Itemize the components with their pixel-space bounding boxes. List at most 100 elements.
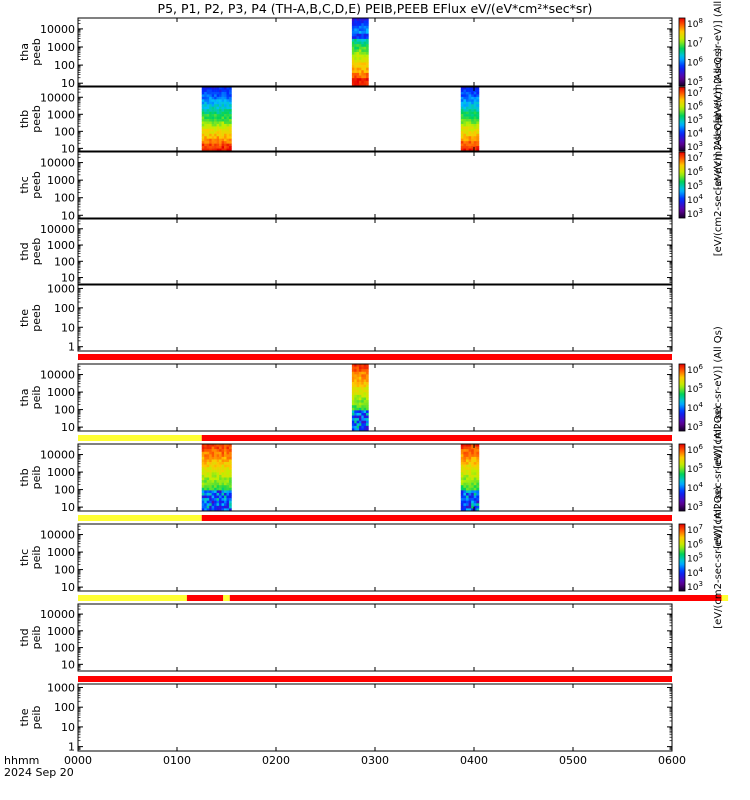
spectrogram-cell: [221, 116, 225, 120]
spectrogram-cell: [221, 480, 225, 483]
spectrogram-cell: [228, 133, 232, 137]
spectrogram-cell: [356, 366, 360, 370]
spectrogram-cell: [224, 487, 227, 491]
spectrogram-cell: [228, 467, 232, 471]
spectrogram-cell: [476, 498, 480, 501]
spectrogram-cell: [211, 116, 215, 120]
spectrogram-cell: [224, 94, 227, 98]
spectrogram-cell: [460, 487, 464, 491]
spectrogram-cell: [358, 33, 362, 37]
spectrogram-cell: [463, 459, 467, 463]
spectrogram-cell: [361, 23, 364, 27]
spectrogram-cell: [363, 70, 367, 74]
spectrogram-cell: [206, 451, 210, 455]
spectrogram-cell: [468, 451, 472, 455]
spectrogram-cell: [468, 109, 472, 112]
spectrogram-cell: [471, 480, 475, 483]
spectrogram-cell: [361, 412, 364, 416]
spectrogram-cell: [216, 106, 220, 110]
spectrogram-cell: [351, 423, 355, 427]
spectrogram-cell: [463, 141, 467, 144]
spectrogram-cell: [206, 503, 210, 507]
spectrogram-cell: [460, 128, 464, 132]
spectrogram-cell: [463, 121, 467, 125]
spectrogram-cell: [209, 104, 212, 107]
spectrogram-cell: [211, 109, 215, 112]
spectrogram-cell: [226, 508, 230, 512]
spectrogram-cell: [460, 141, 464, 144]
spectrogram-cell: [471, 126, 475, 130]
spectrogram-cell: [471, 136, 475, 139]
spectrogram-cell: [228, 495, 232, 499]
spectrogram-cell: [221, 492, 225, 496]
spectrogram-cell: [473, 106, 477, 110]
spectrogram-cell: [351, 78, 355, 82]
y-tick-label: 1000: [47, 239, 75, 252]
spectrogram-cell: [468, 143, 472, 147]
spectrogram-cell: [463, 109, 467, 112]
spectrogram-cell: [226, 91, 230, 95]
spectrogram-cell: [354, 410, 357, 414]
spectrogram-cell: [216, 492, 220, 496]
spectrogram-cell: [224, 109, 227, 112]
spectrogram-cell: [204, 444, 207, 447]
spectrogram-cell: [358, 41, 362, 45]
spectrogram-cell: [473, 99, 477, 103]
spectrogram-cell: [473, 116, 477, 120]
spectrogram-cell: [226, 485, 230, 489]
spectrogram-cell: [206, 101, 210, 105]
spectrogram-cell: [224, 446, 227, 450]
spectrogram-cell: [476, 109, 480, 112]
spectrogram-cell: [219, 464, 222, 468]
spectrogram-cell: [216, 91, 220, 95]
spectrogram-cell: [465, 495, 469, 499]
spectrogram-cell: [460, 91, 464, 95]
spectrogram-cell: [356, 420, 360, 424]
spectrogram-cell: [460, 119, 464, 122]
spectrogram-cell: [209, 91, 212, 95]
spectrogram-cell: [226, 464, 230, 468]
spectrogram-cell: [476, 143, 480, 147]
spectrogram-cell: [363, 49, 367, 53]
spectrogram-cell: [460, 143, 464, 147]
spectrogram-cell: [356, 389, 360, 393]
spectrogram-cell: [351, 400, 355, 403]
spectrogram-cell: [351, 62, 355, 66]
spectrogram-cell: [228, 146, 232, 149]
spectrogram-cell: [354, 67, 357, 71]
spectrogram-cell: [460, 446, 464, 450]
panel-frame: [77, 603, 673, 672]
spectrogram-cell: [224, 106, 227, 110]
spectrogram-cell: [224, 500, 227, 504]
spectrogram-cell: [209, 454, 212, 458]
spectrogram-cell: [211, 500, 215, 504]
colorbar-tick-label: 103: [687, 140, 703, 153]
spectrogram-cell: [366, 397, 369, 401]
spectrogram-cell: [204, 146, 207, 149]
spectrogram-cell: [224, 141, 227, 144]
spectrogram-cell: [358, 402, 362, 406]
spectrogram-cell: [363, 52, 367, 55]
spectrogram-cell: [465, 131, 469, 135]
spectrogram-cell: [209, 119, 212, 122]
spectrogram-cell: [216, 143, 220, 147]
spectrogram-cell: [460, 469, 464, 473]
colorbar-tick-label: 104: [687, 401, 703, 414]
spectrogram-cell: [366, 67, 369, 71]
spectrogram-cell: [204, 104, 207, 107]
spectrogram-cell: [221, 136, 225, 139]
spectrogram-cell: [468, 131, 472, 135]
spectrogram-cell: [465, 446, 469, 450]
spectrogram-cell: [460, 490, 464, 494]
spectrogram-cell: [366, 65, 369, 68]
spectrogram-cell: [468, 126, 472, 130]
spectrogram-cell: [221, 131, 225, 135]
spectrogram-cell: [201, 121, 205, 125]
spectrogram-cell: [209, 467, 212, 471]
spectrogram-cell: [361, 57, 364, 61]
spectrogram-cell: [471, 148, 475, 152]
spectrogram-cell: [228, 89, 232, 93]
spectrogram-cell: [201, 456, 205, 460]
